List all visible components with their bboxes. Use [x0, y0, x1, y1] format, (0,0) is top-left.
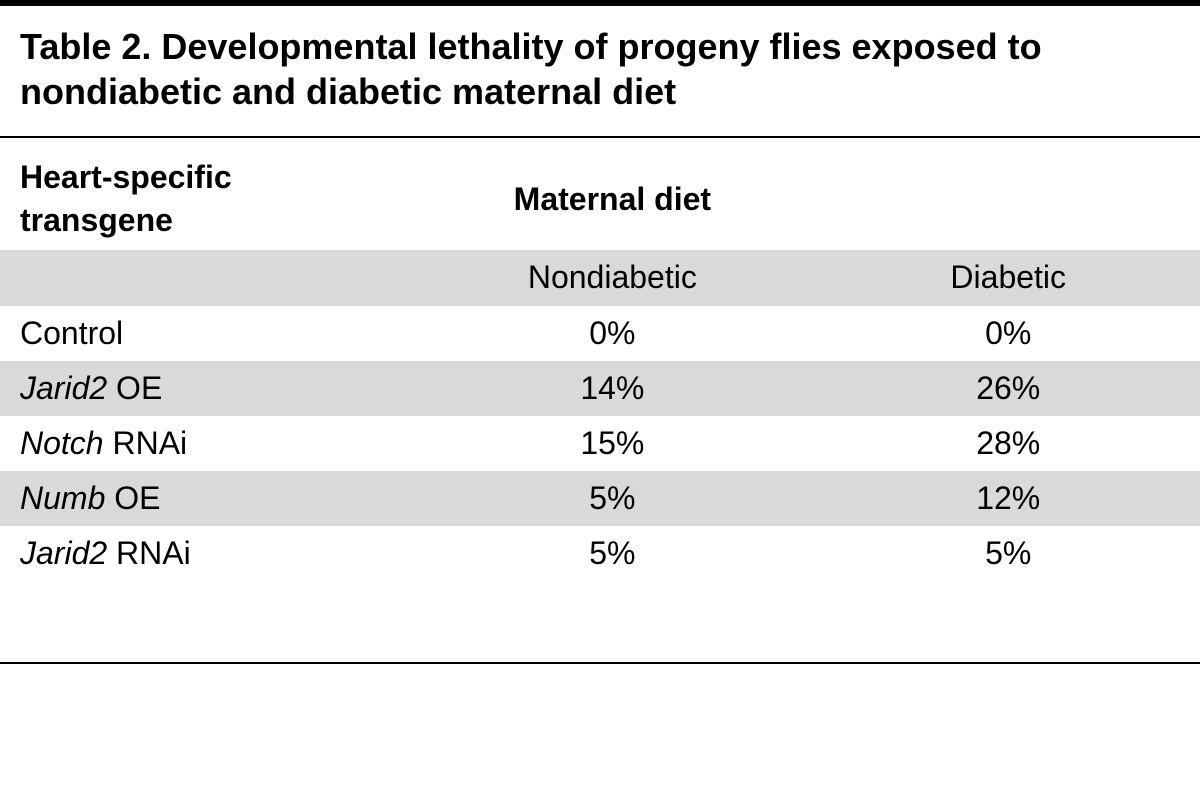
lethality-table: Heart-specific transgene Maternal diet N… — [0, 138, 1200, 582]
row-label: Notch RNAi — [0, 416, 408, 471]
row-d: 12% — [816, 471, 1200, 526]
table-row: Jarid2 RNAi 5% 5% — [0, 526, 1200, 581]
row-nd: 15% — [408, 416, 816, 471]
row-label: Jarid2 RNAi — [0, 526, 408, 581]
subheader-empty — [0, 250, 408, 305]
row-nd: 5% — [408, 471, 816, 526]
col-header-empty — [816, 138, 1200, 250]
col-header-maternal-diet: Maternal diet — [408, 138, 816, 250]
row-d: 26% — [816, 361, 1200, 416]
row-nd: 5% — [408, 526, 816, 581]
table-row: Jarid2 OE 14% 26% — [0, 361, 1200, 416]
row-label: Control — [0, 306, 408, 361]
row-nd: 0% — [408, 306, 816, 361]
row-label: Jarid2 OE — [0, 361, 408, 416]
table-row: Control 0% 0% — [0, 306, 1200, 361]
table-subheader-row: Nondiabetic Diabetic — [0, 250, 1200, 305]
row-d: 28% — [816, 416, 1200, 471]
table-container: Table 2. Developmental lethality of prog… — [0, 0, 1200, 664]
table-row: Notch RNAi 15% 28% — [0, 416, 1200, 471]
row-label: Numb OE — [0, 471, 408, 526]
table-row: Numb OE 5% 12% — [0, 471, 1200, 526]
col-header-transgene: Heart-specific transgene — [0, 138, 408, 250]
table-title: Table 2. Developmental lethality of prog… — [0, 6, 1200, 138]
subheader-nondiabetic: Nondiabetic — [408, 250, 816, 305]
row-nd: 14% — [408, 361, 816, 416]
row-d: 0% — [816, 306, 1200, 361]
table-header-row: Heart-specific transgene Maternal diet — [0, 138, 1200, 250]
row-d: 5% — [816, 526, 1200, 581]
subheader-diabetic: Diabetic — [816, 250, 1200, 305]
